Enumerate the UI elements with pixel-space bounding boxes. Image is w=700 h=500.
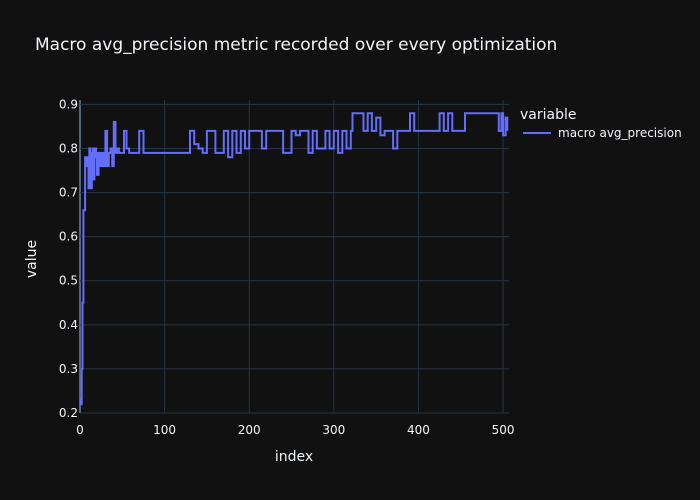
chart-title: Macro avg_precision metric recorded over… bbox=[35, 35, 557, 55]
x-tick-label: 300 bbox=[322, 423, 345, 437]
y-tick-label: 0.2 bbox=[59, 406, 78, 420]
y-tick-label: 0.9 bbox=[59, 97, 78, 111]
legend-item-label: macro avg_precision bbox=[558, 126, 682, 140]
y-tick-label: 0.5 bbox=[59, 274, 78, 288]
y-axis-ticks: 0.2 0.3 0.4 0.5 0.6 0.7 0.8 0.9 bbox=[59, 97, 78, 420]
x-tick-label: 0 bbox=[76, 423, 84, 437]
grid bbox=[79, 100, 509, 414]
legend[interactable]: variable macro avg_precision bbox=[520, 107, 682, 140]
x-axis-title: index bbox=[275, 449, 313, 465]
y-axis-title: value bbox=[24, 240, 40, 278]
x-tick-label: 500 bbox=[492, 423, 515, 437]
y-tick-label: 0.8 bbox=[59, 141, 78, 155]
x-tick-label: 400 bbox=[407, 423, 430, 437]
x-tick-label: 100 bbox=[153, 423, 176, 437]
series-layer bbox=[79, 112, 509, 406]
x-tick-label: 200 bbox=[238, 423, 261, 437]
x-axis-ticks: 0 100 200 300 400 500 bbox=[76, 423, 514, 437]
y-tick-label: 0.4 bbox=[59, 318, 78, 332]
series-line[interactable] bbox=[79, 112, 509, 406]
legend-title: variable bbox=[520, 107, 576, 123]
y-tick-label: 0.6 bbox=[59, 230, 78, 244]
y-tick-label: 0.7 bbox=[59, 186, 78, 200]
y-tick-label: 0.3 bbox=[59, 362, 78, 376]
